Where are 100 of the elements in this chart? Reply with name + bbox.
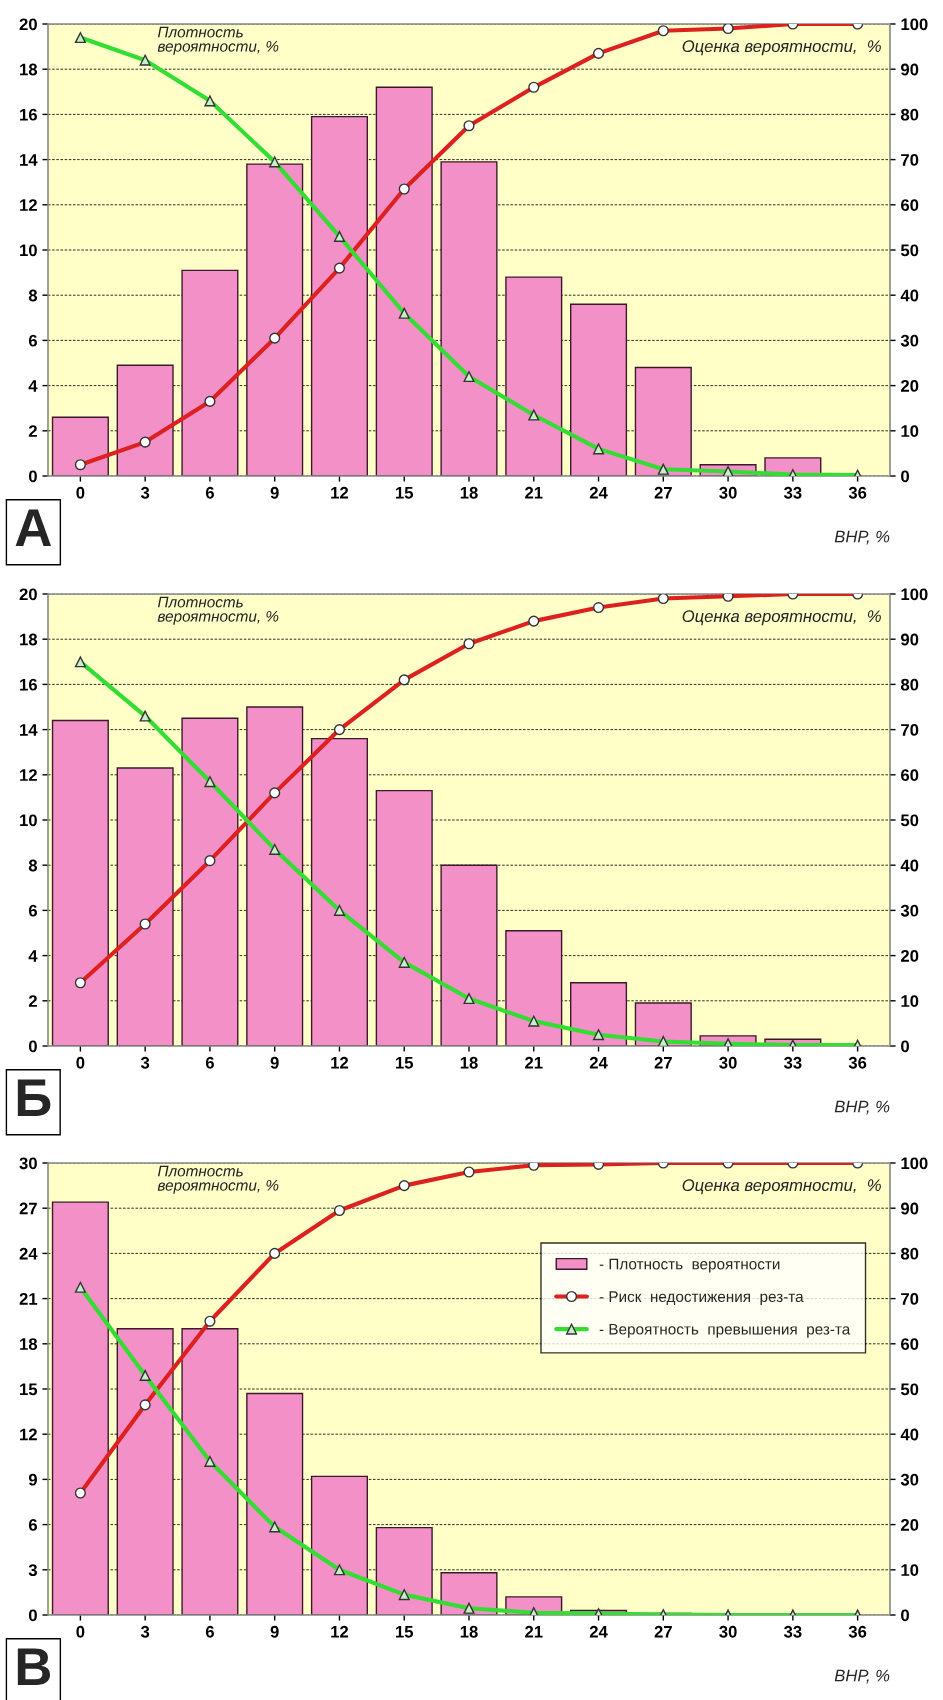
y-tick-label: 0 — [28, 1040, 37, 1053]
y2-tick-label: 30 — [900, 1473, 919, 1486]
x-tick-label: 18 — [460, 486, 478, 499]
y-tick-label: 21 — [19, 1293, 38, 1305]
x-tick-label: 0 — [76, 486, 85, 499]
legend-label: - Плотность вероятности — [599, 1258, 780, 1273]
x-tick-label: 9 — [270, 486, 279, 499]
y-tick-label: 4 — [28, 380, 38, 392]
y2-tick-label: 60 — [901, 769, 919, 781]
y2-tick-label: 40 — [900, 289, 919, 302]
y2-tick-label: 60 — [901, 1338, 919, 1350]
x-tick-label: 6 — [205, 486, 214, 499]
y-tick-label: 16 — [20, 678, 37, 691]
y2-tick-label: 80 — [900, 1247, 919, 1260]
y-tick-label: 2 — [28, 995, 37, 1007]
y2-tick-label: 10 — [901, 995, 919, 1007]
y2-tick-label: 100 — [901, 1157, 928, 1170]
y2-tick-label: 70 — [901, 1293, 919, 1305]
x-tick-label: 27 — [654, 1056, 672, 1069]
y2-tick-label: 10 — [901, 425, 919, 437]
y-tick-label: 12 — [20, 769, 37, 781]
y-tick-label: 2 — [28, 425, 37, 437]
y2-tick-label: 90 — [900, 63, 919, 76]
x-tick-label: 27 — [654, 486, 672, 499]
x-tick-label: 33 — [783, 1625, 802, 1638]
y-tick-label: 15 — [20, 1383, 38, 1396]
x-tick-label: 36 — [848, 1625, 867, 1638]
legend-label: - Риск недостижения рез-та — [599, 1291, 804, 1306]
y-tick-label: 20 — [19, 18, 37, 31]
y2-tick-label: 0 — [901, 1609, 909, 1622]
x-tick-label: 3 — [140, 1625, 150, 1638]
y-axis-title: Плотность вероятности, % — [157, 596, 279, 625]
y2-tick-label: 20 — [900, 950, 919, 962]
y-tick-label: 6 — [28, 904, 37, 917]
y-tick-label: 18 — [20, 63, 38, 76]
x-tick-label: 18 — [460, 1056, 478, 1069]
x-tick-label: 21 — [525, 1625, 543, 1638]
x-tick-label: 9 — [270, 1056, 279, 1069]
y2-tick-label: 60 — [901, 199, 919, 211]
y2-tick-label: 40 — [900, 859, 919, 872]
text: Б — [17, 1079, 51, 1116]
y2-tick-label: 30 — [900, 334, 919, 347]
y2-tick-label: 20 — [900, 380, 919, 392]
y2-axis-title: Оценка вероятности, % — [682, 40, 881, 56]
x-tick-label: 18 — [460, 1625, 478, 1638]
x-tick-label: 21 — [525, 1056, 543, 1069]
x-tick-label: 6 — [205, 1056, 214, 1069]
y-tick-label: 0 — [28, 470, 37, 483]
y2-tick-label: 50 — [900, 814, 919, 827]
x-tick-label: 30 — [719, 1056, 737, 1069]
x-tick-label: 27 — [654, 1625, 672, 1638]
y-tick-label: 18 — [20, 1338, 38, 1350]
x-tick-label: 0 — [76, 1625, 85, 1638]
x-axis-title: ВНР, % — [834, 1100, 890, 1115]
x-tick-label: 6 — [205, 1625, 214, 1638]
x-tick-label: 30 — [719, 1625, 737, 1638]
y-tick-label: 24 — [19, 1247, 38, 1260]
y-tick-label: 3 — [28, 1564, 37, 1577]
y-tick-label: 6 — [28, 1519, 37, 1531]
y2-tick-label: 100 — [901, 18, 928, 31]
y2-tick-label: 50 — [900, 1383, 919, 1396]
x-tick-label: 21 — [525, 486, 543, 499]
x-tick-label: 9 — [270, 1625, 279, 1638]
y-tick-label: 27 — [19, 1202, 37, 1215]
y2-axis-title: Оценка вероятности, % — [682, 1179, 881, 1195]
y-tick-label: 9 — [28, 1473, 37, 1486]
y-tick-label: 12 — [20, 1428, 37, 1441]
y-axis-title: Плотность вероятности, % — [157, 1165, 279, 1194]
x-tick-label: 15 — [396, 1057, 414, 1069]
y2-tick-label: 20 — [900, 1519, 919, 1531]
y2-tick-label: 70 — [901, 724, 919, 736]
legend-label: - Вероятность превышения рез-та — [599, 1323, 851, 1338]
y-tick-label: 30 — [19, 1157, 37, 1170]
y-tick-label: 0 — [28, 1609, 37, 1622]
text: В — [17, 1648, 51, 1685]
y2-tick-label: 0 — [901, 470, 909, 483]
y-tick-label: 14 — [20, 154, 38, 166]
x-axis-title: ВНР, % — [834, 530, 890, 545]
y2-tick-label: 0 — [901, 1040, 909, 1053]
x-tick-label: 3 — [140, 486, 150, 499]
y-tick-label: 18 — [20, 633, 38, 646]
x-tick-label: 24 — [589, 486, 608, 499]
y2-axis-title: Оценка вероятности, % — [682, 610, 881, 626]
y-tick-label: 12 — [20, 199, 37, 211]
y2-tick-label: 30 — [900, 904, 919, 917]
x-tick-label: 36 — [848, 486, 867, 499]
y-tick-label: 8 — [28, 289, 38, 302]
x-tick-label: 12 — [331, 1056, 349, 1069]
y2-tick-label: 70 — [901, 154, 919, 166]
y2-tick-label: 10 — [901, 1564, 919, 1576]
x-tick-label: 3 — [140, 1056, 150, 1069]
x-tick-label: 12 — [331, 1625, 349, 1638]
y-tick-label: 14 — [20, 724, 38, 736]
x-tick-label: 33 — [783, 486, 802, 499]
y2-tick-label: 50 — [900, 244, 919, 257]
text: А — [15, 509, 52, 546]
y-tick-label: 6 — [28, 334, 37, 347]
y2-tick-label: 90 — [900, 633, 919, 646]
y2-tick-label: 40 — [900, 1428, 919, 1441]
x-tick-label: 33 — [783, 1056, 802, 1069]
